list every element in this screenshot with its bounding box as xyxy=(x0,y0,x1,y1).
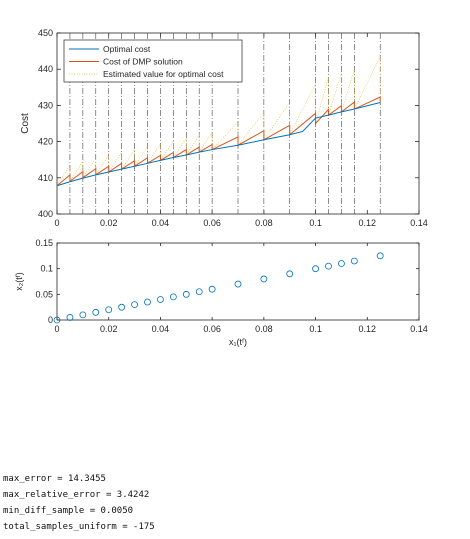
legend-label-1: Cost of DMP solution xyxy=(103,57,183,67)
x-tick-label: 0 xyxy=(54,324,59,334)
scatter-point xyxy=(66,314,74,321)
console-line-total-samples: total_samples_uniform = -175 xyxy=(3,522,155,532)
x-tick-label: 0.08 xyxy=(255,324,273,334)
axes-box xyxy=(56,242,420,321)
scatter-point xyxy=(53,316,61,324)
console-line-min-diff-sample: min_diff_sample = 0.0050 xyxy=(3,506,134,516)
x-tick-label: 0.1 xyxy=(309,324,322,334)
x-tick-label: 0.02 xyxy=(100,324,118,334)
scatter-point xyxy=(376,252,384,260)
x-tick-label: 0 xyxy=(54,218,59,228)
y-tick-label: 420 xyxy=(38,137,53,147)
scatter-point xyxy=(79,311,87,319)
scatter-point xyxy=(350,257,358,265)
scatter-point xyxy=(144,298,151,306)
console-output: max_error = 14.3455 max_relative_error =… xyxy=(3,471,155,535)
y-tick-label: 400 xyxy=(38,209,53,219)
x-tick-label: 0.04 xyxy=(152,324,170,334)
legend-label-0: Optimal cost xyxy=(103,44,151,54)
scatter-point xyxy=(92,308,100,316)
console-line-max-error: max_error = 14.3455 xyxy=(3,474,106,484)
x-tick-label: 0.02 xyxy=(100,218,118,228)
legend-label-2: Estimated value for optimal cost xyxy=(103,69,224,79)
scatter-point xyxy=(131,301,138,309)
series-line-0 xyxy=(56,102,381,187)
scatter-point xyxy=(325,262,332,270)
y-tick-label: 0.15 xyxy=(35,238,53,248)
scatter-point xyxy=(118,303,126,311)
scatter-point xyxy=(157,296,164,303)
scatter-point xyxy=(169,293,177,301)
scatter-point xyxy=(260,275,268,283)
final-state-plot: 0 0.02 0.04 0.06 0.08 0.1 0.12 0.14 0 0.05 0.1 0.15… xyxy=(14,238,428,347)
scatter-point xyxy=(208,285,216,293)
x-tick-label: 0.14 xyxy=(410,324,428,334)
scatter-point xyxy=(234,280,242,288)
x-axis-label: x₁(tᶠ) xyxy=(229,337,247,347)
scatter-point xyxy=(338,260,345,267)
figure: 0 0.02 0.04 0.06 0.08 0.1 0.12 0.14400410420430… xyxy=(14,28,428,347)
cost-plot: 0 0.02 0.04 0.06 0.08 0.1 0.12 0.14 400 410 420 430… xyxy=(20,28,428,228)
scatter-point xyxy=(195,288,203,296)
x-tick-label: 0.04 xyxy=(152,218,170,228)
y-tick-label: 430 xyxy=(38,100,53,110)
y-tick-label: 440 xyxy=(38,64,53,74)
y-tick-label: 410 xyxy=(38,173,53,183)
x-tick-label: 0.08 xyxy=(255,218,273,228)
console-line-max-relative-error: max_relative_error = 3.4242 xyxy=(3,490,150,500)
scatter-point xyxy=(286,270,294,278)
y-tick-label: 0.1 xyxy=(40,264,53,274)
x-tick-label: 0.1 xyxy=(309,218,322,228)
y-tick-label: 450 xyxy=(38,28,53,38)
scatter-point xyxy=(182,290,190,298)
y-tick-label: 0 xyxy=(48,315,53,325)
scatter-point xyxy=(312,265,319,273)
scatter-point xyxy=(105,306,113,314)
x-tick-label: 0.06 xyxy=(203,218,221,228)
x-tick-label: 0.12 xyxy=(359,324,377,334)
x-tick-label: 0.14 xyxy=(410,218,428,228)
y-axis-label: x₂(tᶠ) xyxy=(14,272,24,291)
x-tick-label: 0.12 xyxy=(359,218,377,228)
x-tick-label: 0.06 xyxy=(203,324,221,334)
y-axis-label: Cost xyxy=(20,113,31,134)
y-tick-label: 0.05 xyxy=(35,289,53,299)
